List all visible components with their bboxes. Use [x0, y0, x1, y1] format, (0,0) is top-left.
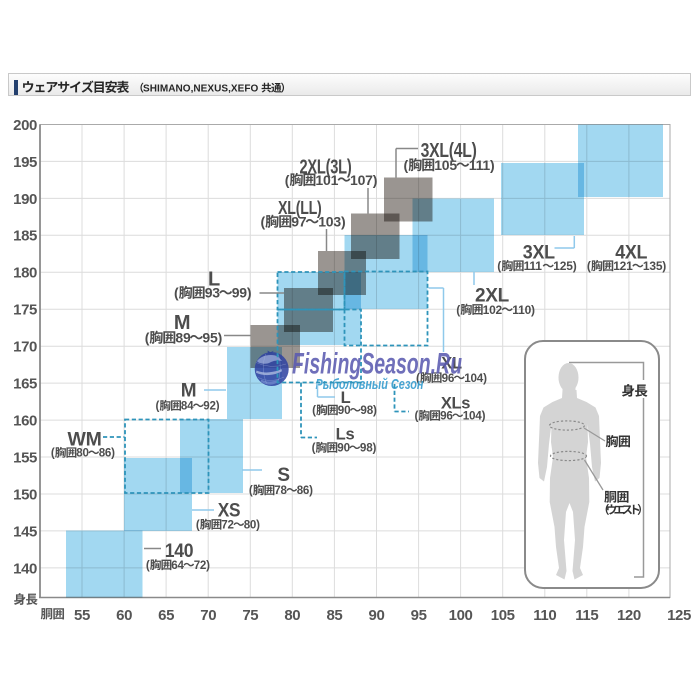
- svg-text:72: 72: [221, 519, 234, 532]
- svg-text:105: 105: [491, 607, 515, 624]
- svg-text:190: 190: [13, 191, 37, 208]
- svg-text:111): 111): [469, 157, 495, 173]
- svg-text:155: 155: [13, 449, 37, 466]
- svg-text:64: 64: [171, 559, 184, 572]
- svg-text:78: 78: [274, 484, 287, 497]
- svg-text:4XL: 4XL: [615, 242, 648, 263]
- svg-text:175: 175: [13, 302, 37, 319]
- svg-text:95): 95): [202, 330, 222, 346]
- svg-text:107): 107): [350, 172, 377, 188]
- svg-text:121: 121: [613, 259, 633, 273]
- svg-text:115: 115: [575, 607, 598, 624]
- svg-text:Ls: Ls: [336, 425, 355, 443]
- svg-text:97: 97: [291, 214, 307, 230]
- svg-text:85: 85: [326, 607, 342, 624]
- svg-text:70: 70: [200, 607, 216, 624]
- svg-text:(: (: [51, 447, 55, 460]
- svg-text:100: 100: [449, 607, 473, 624]
- svg-text:165: 165: [13, 376, 37, 393]
- svg-text:96: 96: [440, 410, 453, 423]
- svg-text:(: (: [196, 519, 200, 532]
- svg-text:(: (: [285, 172, 290, 188]
- svg-text:140: 140: [13, 560, 37, 577]
- svg-text:(: (: [145, 330, 150, 346]
- svg-text:135): 135): [643, 259, 666, 273]
- svg-text:L: L: [208, 269, 220, 291]
- svg-text:(: (: [416, 372, 420, 385]
- svg-text:(: (: [456, 303, 460, 317]
- svg-text:84: 84: [181, 400, 194, 413]
- svg-text:140: 140: [165, 541, 194, 562]
- svg-text:Рыболовный Сезон: Рыболовный Сезон: [316, 376, 424, 393]
- svg-text:90: 90: [369, 607, 385, 624]
- svg-text:160: 160: [13, 413, 37, 430]
- svg-text:(: (: [312, 442, 316, 455]
- svg-text:XS: XS: [218, 500, 241, 521]
- svg-text:(: (: [415, 410, 419, 423]
- svg-text:(: (: [261, 214, 266, 230]
- svg-text:110): 110): [512, 303, 535, 317]
- svg-text:102: 102: [483, 303, 503, 317]
- svg-text:(: (: [497, 259, 501, 273]
- svg-text:(: (: [587, 259, 591, 273]
- svg-text:(: (: [156, 400, 160, 413]
- svg-text:72): 72): [194, 559, 210, 572]
- svg-text:185: 185: [13, 228, 37, 245]
- svg-text:65: 65: [158, 607, 174, 624]
- svg-text:110: 110: [533, 607, 556, 624]
- svg-text:125: 125: [667, 607, 691, 624]
- svg-text:170: 170: [13, 339, 37, 356]
- svg-text:101: 101: [315, 172, 338, 188]
- svg-text:M: M: [174, 312, 190, 334]
- svg-text:(: (: [249, 484, 253, 497]
- svg-text:80: 80: [284, 607, 300, 624]
- svg-text:150: 150: [13, 486, 37, 503]
- svg-text:86): 86): [297, 484, 313, 497]
- svg-text:XL: XL: [441, 354, 462, 372]
- svg-text:105: 105: [434, 157, 457, 173]
- svg-text:(: (: [312, 404, 316, 417]
- svg-text:75: 75: [242, 607, 258, 624]
- svg-text:120: 120: [617, 607, 641, 624]
- svg-text:103): 103): [318, 214, 345, 230]
- svg-text:2XL(3L): 2XL(3L): [300, 157, 352, 179]
- svg-text:98): 98): [360, 442, 377, 455]
- svg-text:98): 98): [360, 404, 377, 417]
- svg-text:111: 111: [524, 259, 543, 273]
- svg-text:XL(LL): XL(LL): [278, 198, 322, 218]
- svg-text:FishingSeason.Ru: FishingSeason.Ru: [292, 348, 462, 381]
- svg-text:104): 104): [464, 372, 487, 385]
- svg-text:WM: WM: [68, 429, 102, 450]
- svg-text:125): 125): [553, 259, 576, 273]
- svg-text:XLs: XLs: [441, 394, 470, 412]
- svg-text:93: 93: [205, 285, 221, 301]
- svg-text:S: S: [277, 465, 289, 486]
- svg-text:60: 60: [116, 607, 132, 624]
- svg-text:80): 80): [244, 519, 260, 532]
- svg-text:200: 200: [13, 117, 37, 134]
- svg-text:(: (: [404, 157, 409, 173]
- svg-text:96: 96: [442, 372, 455, 385]
- svg-text:SHIMANO,NEXUS,XEFO: SHIMANO,NEXUS,XEFO: [143, 84, 259, 95]
- svg-text:86): 86): [99, 447, 115, 460]
- svg-text:90: 90: [337, 442, 350, 455]
- svg-text:3XL(4L): 3XL(4L): [421, 140, 477, 162]
- svg-text:180: 180: [13, 265, 37, 282]
- svg-text:55: 55: [74, 607, 90, 624]
- svg-text:3XL: 3XL: [523, 242, 556, 263]
- svg-text:(: (: [146, 559, 150, 572]
- svg-text:99): 99): [232, 285, 252, 301]
- svg-text:145: 145: [13, 523, 37, 540]
- svg-text:L: L: [341, 389, 351, 407]
- svg-text:2XL: 2XL: [475, 285, 510, 306]
- svg-text:92): 92): [203, 400, 219, 413]
- svg-text:(: (: [174, 285, 179, 301]
- svg-text:195: 195: [13, 154, 37, 171]
- svg-text:90: 90: [338, 404, 351, 417]
- svg-text:95: 95: [411, 607, 427, 624]
- svg-text:M: M: [181, 380, 197, 401]
- svg-text:104): 104): [463, 410, 486, 423]
- svg-text:89: 89: [175, 330, 191, 346]
- svg-text:80: 80: [76, 447, 89, 460]
